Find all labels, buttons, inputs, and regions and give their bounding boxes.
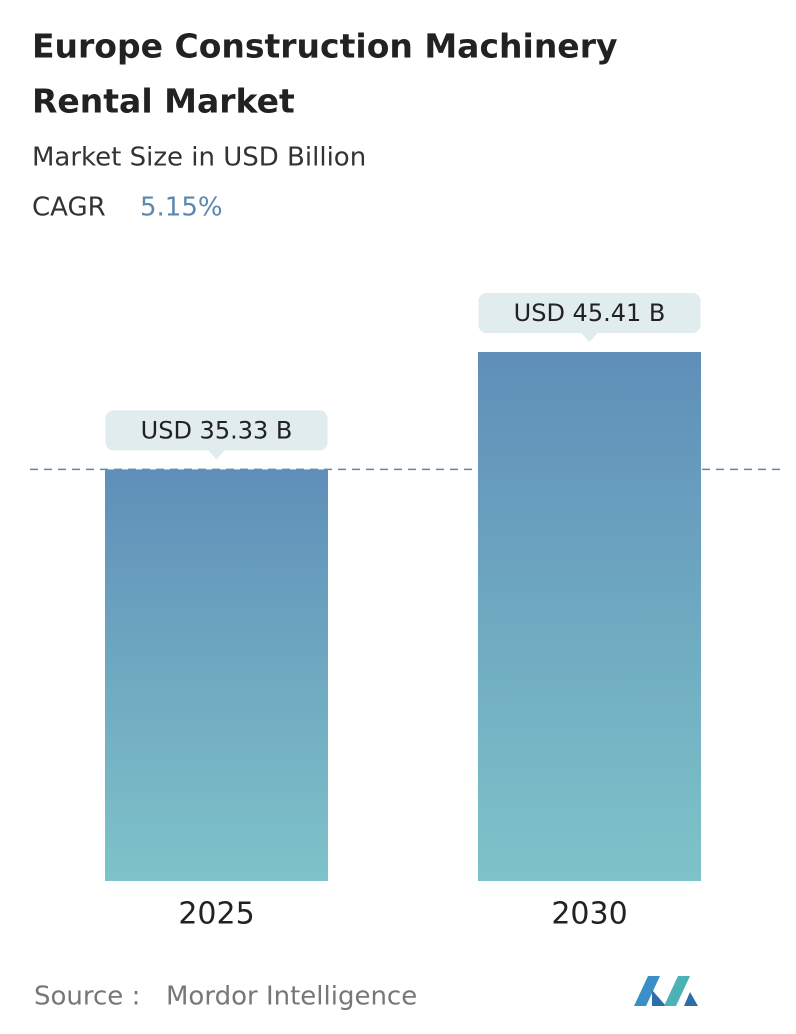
value-label-pointer	[580, 332, 599, 342]
value-label-pointer	[207, 449, 226, 460]
bar	[105, 469, 328, 881]
value-label-box	[478, 293, 701, 333]
chart-title-line2: Rental Market	[32, 82, 295, 121]
cagr-value: 5.15%	[140, 193, 223, 223]
cagr-label: CAGR	[32, 193, 106, 223]
chart-subtitle: Market Size in USD Billion	[32, 143, 366, 173]
plot-area: USD 35.33 B 2025 USD 45.41 B 2030	[30, 293, 782, 932]
value-label: USD 45.41 B	[514, 299, 666, 327]
source-label: Source :	[34, 982, 140, 1012]
chart-title: Europe Construction Machinery	[32, 27, 617, 66]
source: Mordor Intelligence	[166, 982, 417, 1012]
logo	[634, 976, 698, 1006]
value-label-box	[105, 410, 328, 451]
value-label: USD 35.33 B	[141, 416, 293, 444]
bar	[478, 352, 701, 881]
x-tick-label: 2025	[178, 897, 254, 932]
x-tick-label: 2030	[551, 897, 627, 932]
